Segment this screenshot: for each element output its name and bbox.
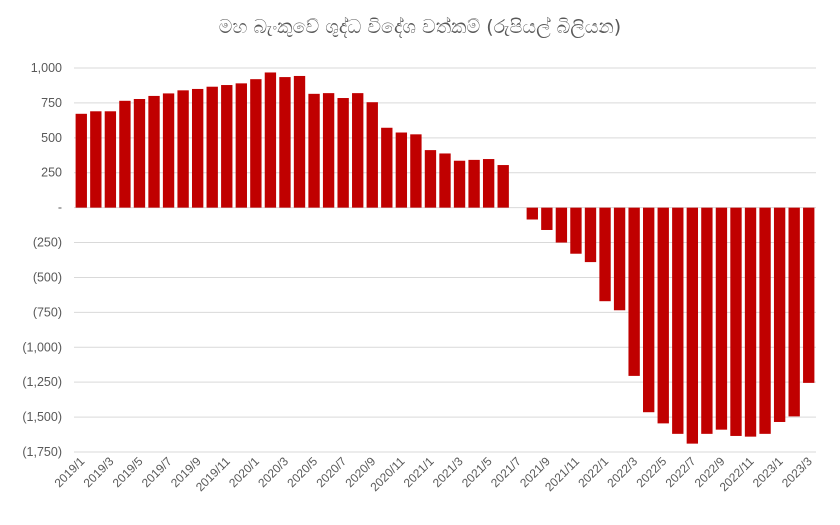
x-tick-label: 2020/7 bbox=[313, 454, 349, 490]
bar bbox=[701, 207, 713, 434]
chart-title: මහ බැංකුවේ ශුද්ධ විදේශ වත්කම් (රුපියල් බ… bbox=[218, 16, 622, 38]
x-tick-label: 2022/3 bbox=[604, 454, 640, 490]
y-tick-label: (750) bbox=[33, 305, 62, 319]
y-tick-label: (1,000) bbox=[22, 340, 62, 354]
x-tick-label: 2021/7 bbox=[488, 454, 524, 490]
bar bbox=[381, 127, 393, 208]
x-tick-label: 2019/1 bbox=[52, 454, 88, 490]
bar bbox=[410, 134, 422, 208]
bar bbox=[744, 207, 757, 437]
bar bbox=[730, 207, 742, 436]
bar bbox=[439, 153, 451, 208]
bar bbox=[352, 93, 364, 208]
bar bbox=[482, 159, 495, 208]
bar bbox=[235, 83, 247, 208]
y-tick-label: - bbox=[58, 201, 62, 215]
x-tick-label: 2020/1 bbox=[226, 454, 262, 490]
x-tick-label: 2019/3 bbox=[81, 454, 117, 490]
bar bbox=[250, 79, 262, 208]
bar bbox=[322, 93, 335, 208]
bar bbox=[308, 93, 320, 208]
bar bbox=[613, 207, 626, 311]
bar bbox=[148, 95, 160, 208]
x-tick-label: 2021/5 bbox=[459, 454, 495, 490]
bar bbox=[119, 100, 131, 208]
x-tick-label: 2020/3 bbox=[255, 454, 291, 490]
bar bbox=[395, 132, 408, 208]
bar bbox=[570, 207, 582, 254]
x-tick-label: 2022/5 bbox=[634, 454, 670, 490]
bar bbox=[221, 85, 233, 208]
bar bbox=[672, 207, 684, 434]
bar bbox=[453, 160, 466, 208]
bar bbox=[366, 102, 378, 208]
bar bbox=[424, 150, 437, 208]
bar bbox=[643, 207, 655, 413]
y-tick-label: 250 bbox=[41, 166, 62, 180]
bar bbox=[584, 207, 597, 263]
x-tick-label: 2022/7 bbox=[663, 454, 699, 490]
bar bbox=[599, 207, 611, 302]
bar bbox=[264, 72, 277, 208]
bar bbox=[628, 207, 640, 376]
y-tick-label: (1,750) bbox=[22, 445, 62, 459]
x-tick-label: 2019/7 bbox=[139, 454, 175, 490]
bar bbox=[133, 99, 146, 208]
bar bbox=[177, 90, 189, 208]
x-tick-label: 2022/1 bbox=[575, 454, 611, 490]
bar bbox=[206, 86, 218, 208]
x-tick-label: 2021/1 bbox=[401, 454, 437, 490]
y-tick-label: (250) bbox=[33, 236, 62, 250]
bar bbox=[773, 207, 786, 422]
bar bbox=[468, 159, 480, 208]
x-tick-label: 2023/1 bbox=[750, 454, 786, 490]
bar bbox=[657, 207, 669, 424]
bar bbox=[75, 113, 87, 208]
bar bbox=[555, 207, 568, 243]
bar bbox=[293, 75, 306, 208]
y-tick-label: (1,250) bbox=[22, 375, 62, 389]
bar bbox=[759, 207, 771, 434]
y-tick-label: 500 bbox=[41, 131, 62, 145]
bar bbox=[541, 207, 553, 230]
bar bbox=[191, 88, 204, 208]
x-tick-label: 2023/3 bbox=[779, 454, 815, 490]
x-tick-label: 2020/5 bbox=[284, 454, 320, 490]
bar bbox=[90, 111, 102, 208]
y-tick-label: (500) bbox=[33, 270, 62, 284]
x-tick-label: 2021/3 bbox=[430, 454, 466, 490]
y-tick-label: 750 bbox=[41, 96, 62, 110]
bar bbox=[526, 207, 538, 220]
y-tick-label: 1,000 bbox=[31, 61, 62, 75]
bar bbox=[497, 165, 509, 208]
bar bbox=[788, 207, 800, 417]
bar bbox=[104, 111, 117, 208]
bar bbox=[803, 207, 815, 383]
x-tick-label: 2019/5 bbox=[110, 454, 146, 490]
y-tick-label: (1,500) bbox=[22, 410, 62, 424]
bar bbox=[715, 207, 728, 430]
bar bbox=[337, 98, 349, 208]
bar bbox=[279, 77, 291, 208]
bar bbox=[162, 93, 175, 208]
bar bbox=[686, 207, 699, 444]
